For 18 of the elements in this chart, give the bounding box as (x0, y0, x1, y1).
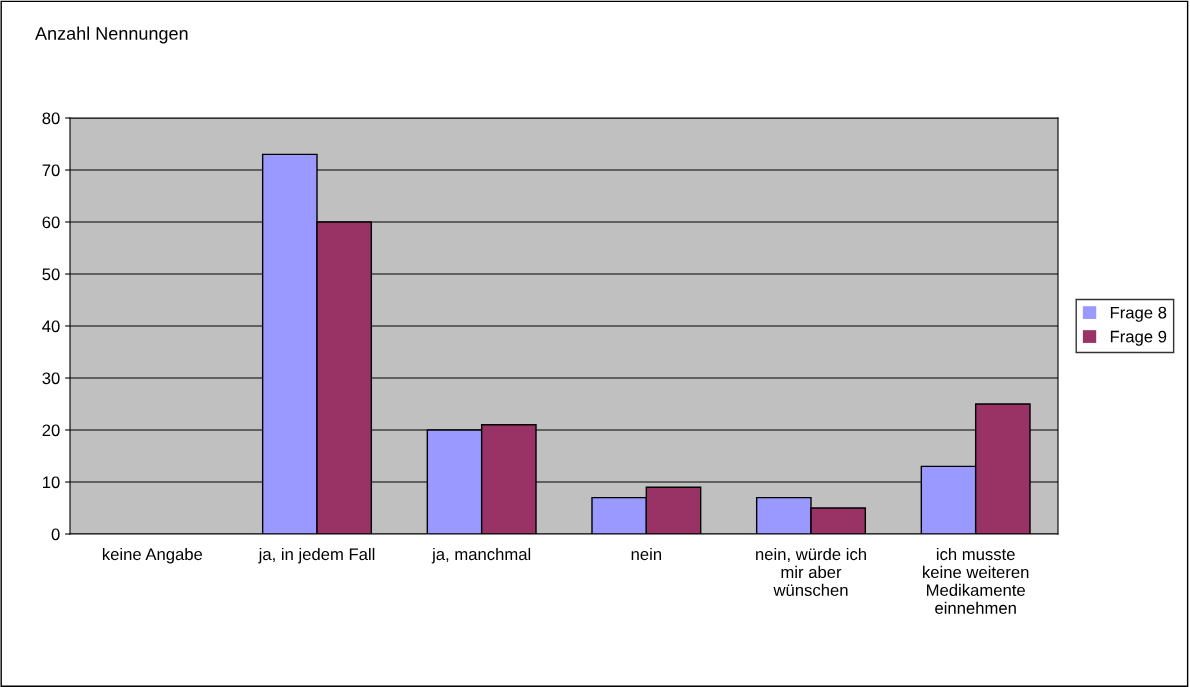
y-tick-label: 40 (42, 320, 60, 333)
y-tick-label: 10 (43, 476, 60, 489)
x-tick-label: nein, würde ich mir aber wünschen (756, 547, 866, 597)
y-tick-label: 50 (42, 268, 60, 281)
x-tick-label: ja, in jedem Fall (258, 547, 375, 564)
legend-label: Frage 9 (1110, 330, 1167, 346)
y-axis-title: Anzahl Nennungen (35, 26, 188, 44)
y-tick-label: 30 (42, 372, 60, 385)
y-tick-label: 80 (42, 112, 60, 125)
x-tick-label: keine Angabe (102, 547, 203, 564)
x-tick-label: ja, manchmal (431, 547, 531, 564)
x-tick-label: ich musste keine weiteren Medikamente einnehmen (923, 547, 1029, 614)
x-tick-label: nein (631, 547, 662, 561)
legend-label: Frage 8 (1110, 306, 1167, 322)
y-tick-label: 20 (42, 424, 60, 437)
y-tick-label: 60 (42, 216, 60, 229)
y-tick-label: 70 (42, 164, 60, 177)
y-tick-label: 0 (51, 528, 60, 541)
